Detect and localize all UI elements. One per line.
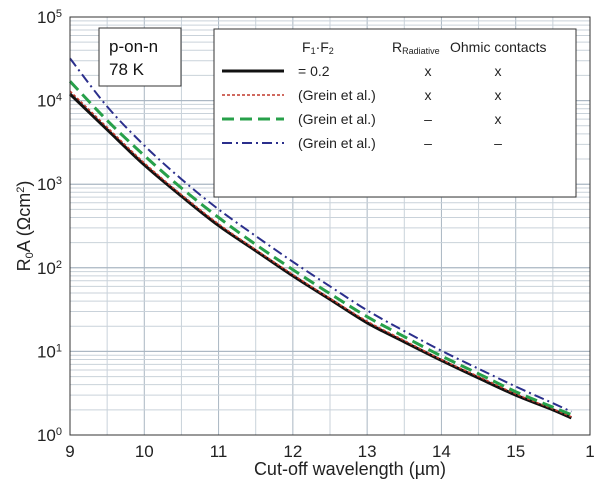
y-tick-label: 104 xyxy=(37,92,62,111)
x-axis-title: Cut-off wavelength (µm) xyxy=(254,459,446,479)
legend-header-ohmic: Ohmic contacts xyxy=(450,39,546,55)
legend: F1·F2 RRadiative Ohmic contacts = 0.2 x x(… xyxy=(213,28,577,198)
series-line-1 xyxy=(68,92,572,420)
series-line-2 xyxy=(69,90,572,418)
inset-box: p-on-n 78 K xyxy=(98,27,182,87)
tick-labels: 9 10 11 12 13 14 15 1 100 101 102 103 104 105 xyxy=(37,8,595,461)
series-line-3 xyxy=(68,80,572,417)
inset-line-1: p-on-n xyxy=(109,37,158,56)
y-tick-label: 103 xyxy=(37,175,62,194)
series-line-4 xyxy=(69,57,572,413)
legend-ohmic-2: x xyxy=(495,87,502,103)
legend-radiative-2: x xyxy=(425,87,432,103)
legend-label-3: (Grein et al.) xyxy=(298,111,376,127)
y-tick-label: 102 xyxy=(37,259,62,278)
legend-ohmic-3: x xyxy=(495,111,502,127)
y-tick-label: 101 xyxy=(37,342,62,361)
series-layer xyxy=(68,57,572,420)
x-tick-label: 13 xyxy=(358,442,377,461)
legend-radiative-1: x xyxy=(425,63,432,79)
legend-header-f: F1·F2 xyxy=(302,39,334,56)
inset-line-2: 78 K xyxy=(109,60,145,79)
legend-ohmic-1: x xyxy=(495,63,502,79)
legend-box xyxy=(213,28,577,198)
legend-label-4: (Grein et al.) xyxy=(298,135,376,151)
x-tick-label: 15 xyxy=(506,442,525,461)
y-tick-label: 100 xyxy=(37,426,62,445)
legend-radiative-3: – xyxy=(424,111,432,127)
legend-radiative-4: – xyxy=(424,135,432,151)
x-tick-label: 1 xyxy=(585,442,594,461)
legend-label-1: = 0.2 xyxy=(298,63,330,79)
x-tick-label: 11 xyxy=(210,442,228,461)
legend-rows: = 0.2 x x(Grein et al.) x x(Grein et al.) – x(… xyxy=(222,63,502,151)
x-tick-label: 12 xyxy=(283,442,302,461)
y-axis-title: R0A (Ωcm2) xyxy=(14,181,36,272)
y-tick-label: 105 xyxy=(37,8,62,27)
legend-label-2: (Grein et al.) xyxy=(298,87,376,103)
legend-ohmic-4: – xyxy=(494,135,502,151)
x-tick-label: 14 xyxy=(432,442,451,461)
plot-frame xyxy=(69,16,591,436)
x-tick-label: 9 xyxy=(65,442,74,461)
x-tick-label: 10 xyxy=(135,442,154,461)
legend-header-radiative: RRadiative xyxy=(392,39,440,56)
